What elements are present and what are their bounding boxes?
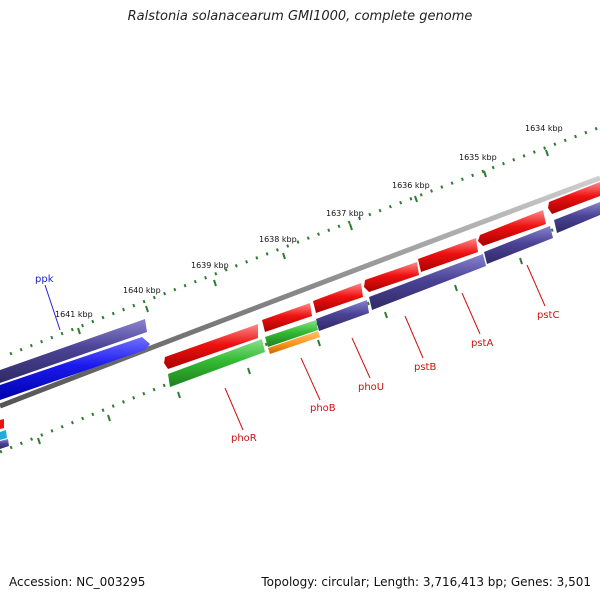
phoU-reverse-feature <box>316 300 369 331</box>
ruler-label-1641: 1641 kbp <box>55 310 93 319</box>
left-cyan-feature <box>0 430 7 440</box>
backbone <box>0 175 600 409</box>
ppk-reverse-feature <box>0 319 147 383</box>
pstA-reverse-feature <box>484 226 553 264</box>
phoB-label: phoB <box>310 403 336 414</box>
phoB-green-feature <box>265 320 318 347</box>
label-leaders <box>44 264 546 431</box>
left-features <box>0 319 150 449</box>
phoB-orange-feature <box>268 331 320 354</box>
pstC-label: pstC <box>537 310 559 321</box>
phoR-gene-arrow <box>164 324 258 369</box>
ruler-label-1640: 1640 kbp <box>123 286 161 295</box>
phoR-label: phoR <box>231 433 257 444</box>
ruler-label-1639: 1639 kbp <box>191 261 229 270</box>
ruler-label-1636: 1636 kbp <box>392 181 430 190</box>
genome-summary-text: Topology: circular; Length: 3,716,413 bp… <box>261 575 591 589</box>
pstA-leader <box>461 292 481 335</box>
phoR-green-feature <box>168 339 265 387</box>
left-red-feature <box>0 419 4 429</box>
phoR-leader <box>224 387 244 431</box>
pstC-leader <box>526 264 546 307</box>
pstB-label: pstB <box>414 362 436 373</box>
phoB-gene-arrow <box>262 303 312 332</box>
pstB-gene-arrow <box>364 262 419 292</box>
gene-labels: ppk phoR phoB phoU pstB pstA pstC <box>35 274 559 444</box>
phoB-leader <box>300 357 321 401</box>
phoU-gene-arrow <box>313 283 363 313</box>
ruler-labels: 1634 kbp 1635 kbp 1636 kbp 1637 kbp 1638… <box>55 124 563 319</box>
pstC-reverse-feature <box>554 202 600 233</box>
major-ticks <box>37 149 549 445</box>
phoU-leader <box>351 337 371 379</box>
pstC-gene-arrow <box>478 210 546 246</box>
outer-ruler-ticks <box>9 126 599 356</box>
pstB-reverse-feature <box>369 254 486 310</box>
ppk-label: ppk <box>35 274 54 285</box>
pstB-leader <box>404 315 424 359</box>
ruler-label-1637: 1637 kbp <box>326 209 364 218</box>
ruler-label-1638: 1638 kbp <box>259 235 297 244</box>
ruler-label-1635: 1635 kbp <box>459 153 497 162</box>
genome-title: Ralstonia solanacearum GMI1000, complete… <box>127 9 473 24</box>
forward-strand-genes <box>164 182 600 369</box>
pstA-gene-arrow <box>418 238 478 272</box>
phoU-label: phoU <box>358 382 384 393</box>
pstA-label: pstA <box>471 338 493 349</box>
ppk-gene-arrow <box>0 337 150 400</box>
ppk-leader <box>44 284 61 331</box>
reverse-strand-features <box>168 202 600 387</box>
accession-text: Accession: NC_003295 <box>9 575 146 589</box>
next-forward-gene-arrow <box>548 182 600 214</box>
left-purple-feature <box>0 439 9 449</box>
ruler-label-1634: 1634 kbp <box>525 124 563 133</box>
